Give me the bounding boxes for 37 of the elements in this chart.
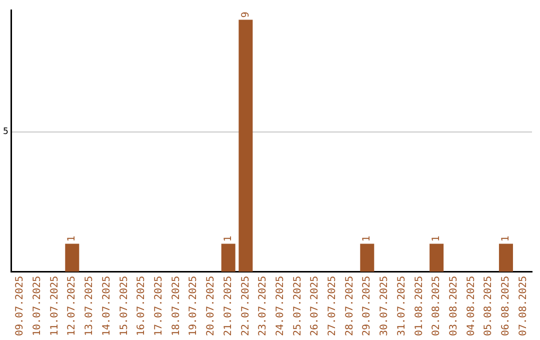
data-label: 1 (66, 236, 78, 242)
x-tick-label: 30.07.2025 (379, 276, 390, 336)
x-tick-label: 26.07.2025 (310, 276, 321, 336)
x-tick-label: 04.08.2025 (466, 276, 477, 336)
x-tick-label: 11.07.2025 (49, 276, 60, 336)
x-tick-label: 23.07.2025 (258, 276, 269, 336)
x-tick-label: 09.07.2025 (14, 276, 26, 336)
x-tick-label: 05.08.2025 (483, 276, 494, 336)
x-tick-label: 29.07.2025 (362, 276, 373, 336)
x-tick-label: 01.08.2025 (414, 276, 425, 336)
data-label: 1 (500, 236, 512, 242)
x-tick-label: 12.07.2025 (66, 276, 78, 336)
x-tick-label: 18.07.2025 (170, 276, 182, 336)
x-tick-label: 28.07.2025 (344, 276, 356, 336)
x-tick-label: 27.07.2025 (327, 276, 338, 336)
x-tick-label: 21.07.2025 (222, 276, 234, 336)
x-tick-label: 02.08.2025 (431, 276, 442, 336)
x-tick-label: 07.08.2025 (518, 276, 529, 336)
x-tick-label: 31.07.2025 (396, 276, 408, 336)
data-label: 1 (431, 236, 442, 242)
x-tick-label: 19.07.2025 (188, 276, 200, 336)
x-tick-label: 06.08.2025 (500, 276, 512, 336)
x-tick-label: 24.07.2025 (274, 276, 286, 336)
x-tick-label: 22.07.2025 (240, 276, 252, 336)
y-tick-label: 5 (2, 127, 8, 138)
x-tick-label: 25.07.2025 (292, 276, 304, 336)
x-tick-label: 20.07.2025 (206, 276, 217, 336)
x-tick-label: 03.08.2025 (448, 276, 460, 336)
data-label: 1 (362, 236, 373, 242)
x-tick-label: 10.07.2025 (32, 276, 44, 336)
x-tick-label: 14.07.2025 (101, 276, 112, 336)
data-label: 9 (240, 12, 252, 18)
x-tick-label: 16.07.2025 (136, 276, 148, 336)
x-tick-label: 15.07.2025 (118, 276, 130, 336)
data-label: 1 (222, 236, 234, 242)
x-tick-label: 17.07.2025 (154, 276, 165, 336)
x-tick-label: 13.07.2025 (84, 276, 96, 336)
